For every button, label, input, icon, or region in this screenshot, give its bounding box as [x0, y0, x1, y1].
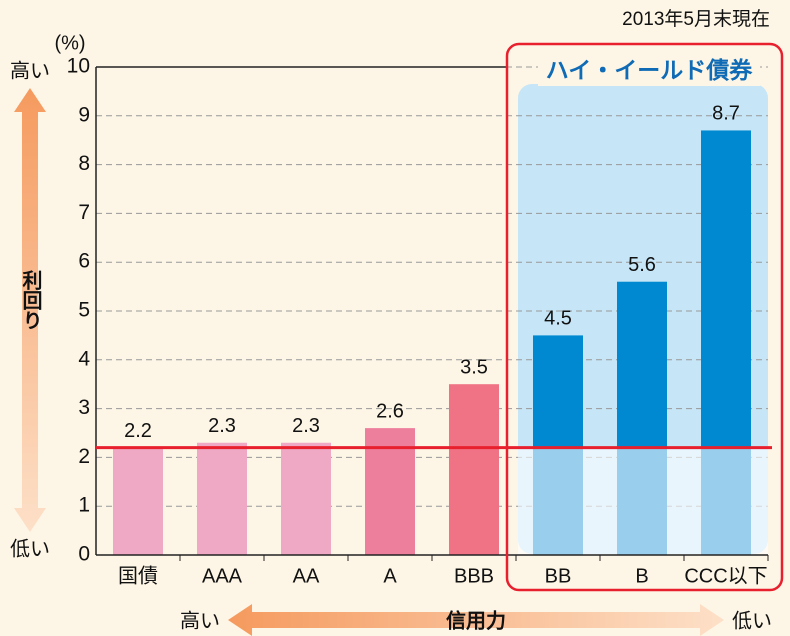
- highlight-label: ハイ・イールド債券: [546, 57, 754, 83]
- x-tick-label: CCC以下: [684, 565, 767, 587]
- bar: [449, 384, 499, 555]
- bar: [365, 428, 415, 555]
- x-tick-label: AAA: [202, 565, 243, 587]
- y-unit: (%): [54, 32, 85, 54]
- y-tick-label: 5: [78, 299, 90, 322]
- highlight-lower-tint: [518, 447, 768, 555]
- y-tick-label: 7: [78, 201, 90, 224]
- x-tick-label: BBB: [454, 565, 494, 587]
- value-label: 3.5: [460, 356, 488, 378]
- value-label: 2.3: [292, 415, 320, 437]
- y-low: 低い: [10, 537, 50, 560]
- x-arrow: [228, 604, 724, 636]
- y-tick-label: 9: [78, 103, 90, 126]
- value-label: 5.6: [628, 254, 656, 276]
- x-tick-label: 国債: [118, 564, 158, 587]
- y-arrow: [14, 88, 46, 532]
- x-tick-label: AA: [293, 565, 320, 587]
- value-label: 2.3: [208, 415, 236, 437]
- y-tick-label: 0: [78, 543, 90, 566]
- y-tick-label: 2: [78, 445, 90, 468]
- value-label: 2.6: [376, 400, 404, 422]
- x-axis-title: 信用力: [446, 608, 506, 632]
- x-tick-label: B: [635, 565, 648, 587]
- x-tick-label: A: [383, 565, 397, 587]
- y-tick-label: 6: [78, 250, 90, 273]
- y-tick-label: 8: [78, 152, 90, 175]
- x-tick-label: BB: [545, 565, 572, 587]
- x-high: 高い: [180, 609, 220, 632]
- date-note: 2013年5月末現在: [622, 8, 770, 30]
- bar: [281, 442, 331, 555]
- bar: [197, 442, 247, 555]
- y-tick-label: 3: [78, 396, 90, 419]
- value-label: 2.2: [124, 420, 152, 442]
- y-tick-label: 1: [78, 494, 90, 517]
- x-low: 低い: [732, 609, 772, 632]
- y-tick-label: 4: [78, 347, 90, 370]
- bar: [113, 447, 163, 555]
- value-label: 4.5: [544, 308, 572, 330]
- highlight-border: [505, 42, 784, 592]
- value-label: 8.7: [712, 103, 740, 125]
- y-tick-label: 10: [67, 55, 90, 78]
- y-axis-title: 利回り: [19, 270, 42, 330]
- highlight-label-bg: [538, 56, 760, 86]
- y-high: 高い: [10, 59, 50, 82]
